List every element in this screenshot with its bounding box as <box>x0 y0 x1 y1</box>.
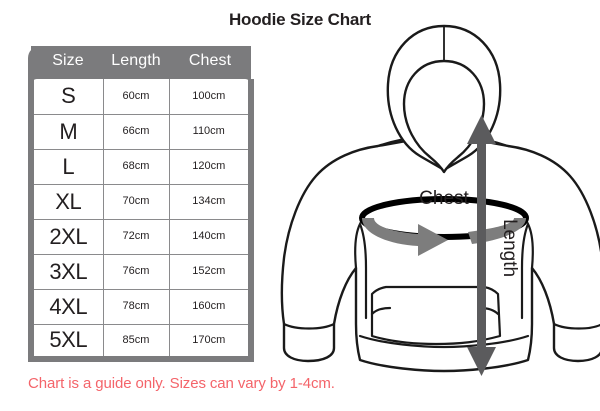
table-row: 5XL 85cm 170cm <box>28 324 254 362</box>
table-row: 2XL 72cm 140cm <box>28 219 254 255</box>
page-title: Hoodie Size Chart <box>228 10 372 29</box>
cell-length: 70cm <box>103 184 170 220</box>
table-row: 4XL 78cm 160cm <box>28 289 254 325</box>
size-label: XL <box>55 188 82 214</box>
chest-value: 110cm <box>192 125 225 137</box>
length-value: 70cm <box>122 195 150 207</box>
chest-value: 134cm <box>192 195 226 207</box>
length-value: 76cm <box>122 265 150 277</box>
size-label: 5XL <box>49 327 88 353</box>
hoodie-hood-opening <box>402 59 486 174</box>
chest-label: Chest <box>419 188 469 209</box>
length-value: 68cm <box>122 160 150 172</box>
table-row: M 66cm 110cm <box>28 114 254 150</box>
hoodie-body-outline <box>280 138 600 373</box>
chest-value: 140cm <box>192 230 226 242</box>
cell-length: 76cm <box>103 254 170 290</box>
chest-value: 160cm <box>192 300 226 312</box>
size-label: 2XL <box>49 223 88 249</box>
length-value: 66cm <box>122 125 150 137</box>
cell-chest: 120cm <box>169 149 254 185</box>
table-header-row: Size Length Chest <box>31 46 251 79</box>
table-row: XL 70cm 134cm <box>28 184 254 220</box>
size-label: 4XL <box>49 293 88 319</box>
cell-length: 60cm <box>103 79 170 115</box>
cell-size: L <box>28 149 104 185</box>
length-value: 60cm <box>122 89 150 102</box>
cell-length: 78cm <box>103 289 170 325</box>
chest-value: 170cm <box>192 333 226 346</box>
size-label: L <box>62 153 75 179</box>
cell-chest: 152cm <box>169 254 254 290</box>
table-row: S 60cm 100cm <box>28 79 254 115</box>
length-label: Length <box>499 219 520 277</box>
table-row: 3XL 76cm 152cm <box>28 254 254 290</box>
cell-size: S <box>28 79 104 115</box>
column-header-length: Length <box>103 46 169 79</box>
chest-value: 100cm <box>192 89 226 102</box>
table-body: S 60cm 100cm M 66cm 110cm L 68cm 120cm X… <box>28 79 254 362</box>
size-label: M <box>59 118 78 144</box>
length-value: 78cm <box>122 300 150 312</box>
column-header-chest: Chest <box>169 46 251 79</box>
cell-size: 4XL <box>28 289 104 325</box>
cell-chest: 160cm <box>169 289 254 325</box>
size-label: 3XL <box>49 258 88 284</box>
length-value: 85cm <box>122 333 150 346</box>
hoodie-hem-band <box>358 334 530 349</box>
hoodie-armhole-seams <box>354 221 534 320</box>
cell-size: XL <box>28 184 104 220</box>
length-measure-arrow <box>467 115 496 376</box>
chest-value: 152cm <box>192 265 226 277</box>
cell-length: 68cm <box>103 149 170 185</box>
cell-size: 2XL <box>28 219 104 255</box>
cell-size: 3XL <box>28 254 104 290</box>
disclaimer-text: Chart is a guide only. Sizes can vary by… <box>28 375 335 392</box>
chest-value: 120cm <box>192 160 226 172</box>
cell-chest: 134cm <box>169 184 254 220</box>
column-header-size: Size <box>31 46 103 79</box>
cell-length: 85cm <box>103 324 170 362</box>
cell-size: 5XL <box>28 324 104 362</box>
hoodie-diagram: Chest Length <box>272 18 600 378</box>
table-header: Size Length Chest <box>31 46 251 79</box>
hoodie-cuffs <box>282 322 600 330</box>
cell-size: M <box>28 114 104 150</box>
size-chart-table: Size Length Chest S 60cm 100cm M 66cm 11… <box>28 46 254 362</box>
length-value: 72cm <box>122 230 150 242</box>
cell-chest: 170cm <box>169 324 254 362</box>
cell-chest: 110cm <box>169 114 254 150</box>
size-label: S <box>61 83 76 109</box>
cell-chest: 140cm <box>169 219 254 255</box>
table-row: L 68cm 120cm <box>28 149 254 185</box>
cell-length: 66cm <box>103 114 170 150</box>
size-chart-table-frame: Size Length Chest S 60cm 100cm M 66cm 11… <box>28 46 254 362</box>
cell-length: 72cm <box>103 219 170 255</box>
cell-chest: 100cm <box>169 79 254 115</box>
